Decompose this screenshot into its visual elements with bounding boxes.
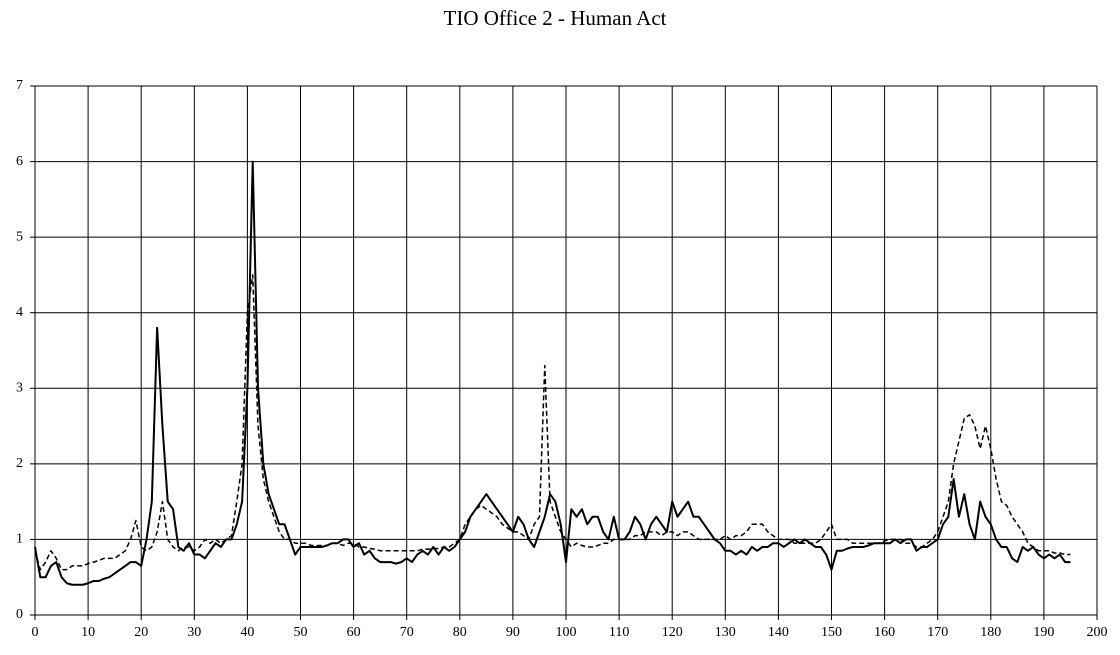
x-tick-label: 110 bbox=[609, 625, 629, 640]
x-tick-label: 170 bbox=[927, 625, 948, 640]
y-tick-label: 6 bbox=[16, 154, 23, 169]
x-tick-label: 200 bbox=[1087, 625, 1108, 640]
x-tick-label: 20 bbox=[134, 625, 148, 640]
series-line bbox=[34, 274, 1071, 571]
x-tick-label: 100 bbox=[556, 625, 577, 640]
y-tick-label: 1 bbox=[16, 532, 23, 547]
x-tick-label: 90 bbox=[506, 625, 520, 640]
x-tick-label: 140 bbox=[768, 625, 789, 640]
x-tick-label: 30 bbox=[187, 625, 201, 640]
series-line bbox=[34, 160, 1071, 586]
x-tick-label: 120 bbox=[662, 625, 683, 640]
y-tick-label: 2 bbox=[16, 456, 23, 471]
y-tick-label: 5 bbox=[16, 229, 23, 244]
x-tick-label: 80 bbox=[453, 625, 467, 640]
chart-title: TIO Office 2 - Human Act bbox=[444, 6, 667, 30]
x-tick-label: 60 bbox=[347, 625, 361, 640]
x-tick-label: 70 bbox=[400, 625, 414, 640]
x-tick-label: 0 bbox=[32, 625, 39, 640]
x-tick-label: 150 bbox=[821, 625, 842, 640]
y-tick-label: 0 bbox=[16, 607, 23, 622]
x-tick-label: 10 bbox=[81, 625, 95, 640]
x-tick-label: 190 bbox=[1033, 625, 1054, 640]
x-tick-label: 180 bbox=[980, 625, 1001, 640]
x-tick-label: 130 bbox=[715, 625, 736, 640]
x-tick-label: 50 bbox=[294, 625, 308, 640]
y-tick-label: 7 bbox=[16, 78, 23, 93]
x-tick-label: 40 bbox=[240, 625, 254, 640]
y-tick-label: 4 bbox=[16, 305, 23, 320]
x-tick-label: 160 bbox=[874, 625, 895, 640]
y-tick-label: 3 bbox=[16, 381, 23, 396]
